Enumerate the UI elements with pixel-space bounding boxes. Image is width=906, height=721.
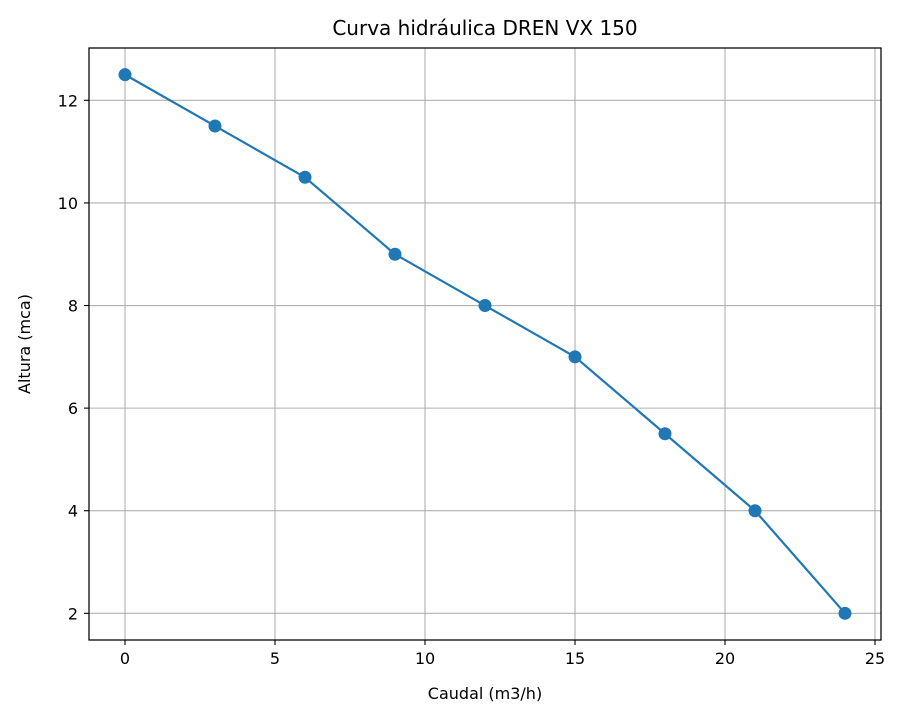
y-tick-label: 6 (68, 399, 78, 418)
x-tick-label: 5 (270, 649, 280, 668)
x-tick-label: 0 (120, 649, 130, 668)
x-axis-label: Caudal (m3/h) (428, 684, 542, 703)
data-point-marker (118, 68, 132, 82)
plot-area-frame (88, 47, 882, 641)
y-tick-label: 4 (68, 502, 78, 521)
data-point-marker (568, 350, 582, 364)
data-point-marker (388, 247, 402, 261)
y-axis-label: Altura (mca) (15, 294, 34, 394)
y-tick-label: 2 (68, 604, 78, 623)
x-tick-label: 10 (415, 649, 435, 668)
x-tick-label: 25 (865, 649, 885, 668)
data-point-marker (298, 170, 312, 184)
data-point-marker (748, 504, 762, 518)
data-point-marker (838, 606, 852, 620)
y-tick-label: 10 (58, 194, 78, 213)
data-point-marker (478, 299, 492, 313)
y-tick-label: 8 (68, 297, 78, 316)
axis-ticks: 0 5 10 15 20 25 2 4 6 8 10 12 (58, 91, 886, 668)
chart-title: Curva hidráulica DREN VX 150 (332, 16, 637, 40)
x-tick-label: 20 (715, 649, 735, 668)
data-point-marker (208, 119, 222, 133)
series-marker-group (118, 68, 852, 620)
x-tick-label: 15 (565, 649, 585, 668)
y-tick-label: 12 (58, 91, 78, 110)
data-point-marker (658, 427, 672, 441)
